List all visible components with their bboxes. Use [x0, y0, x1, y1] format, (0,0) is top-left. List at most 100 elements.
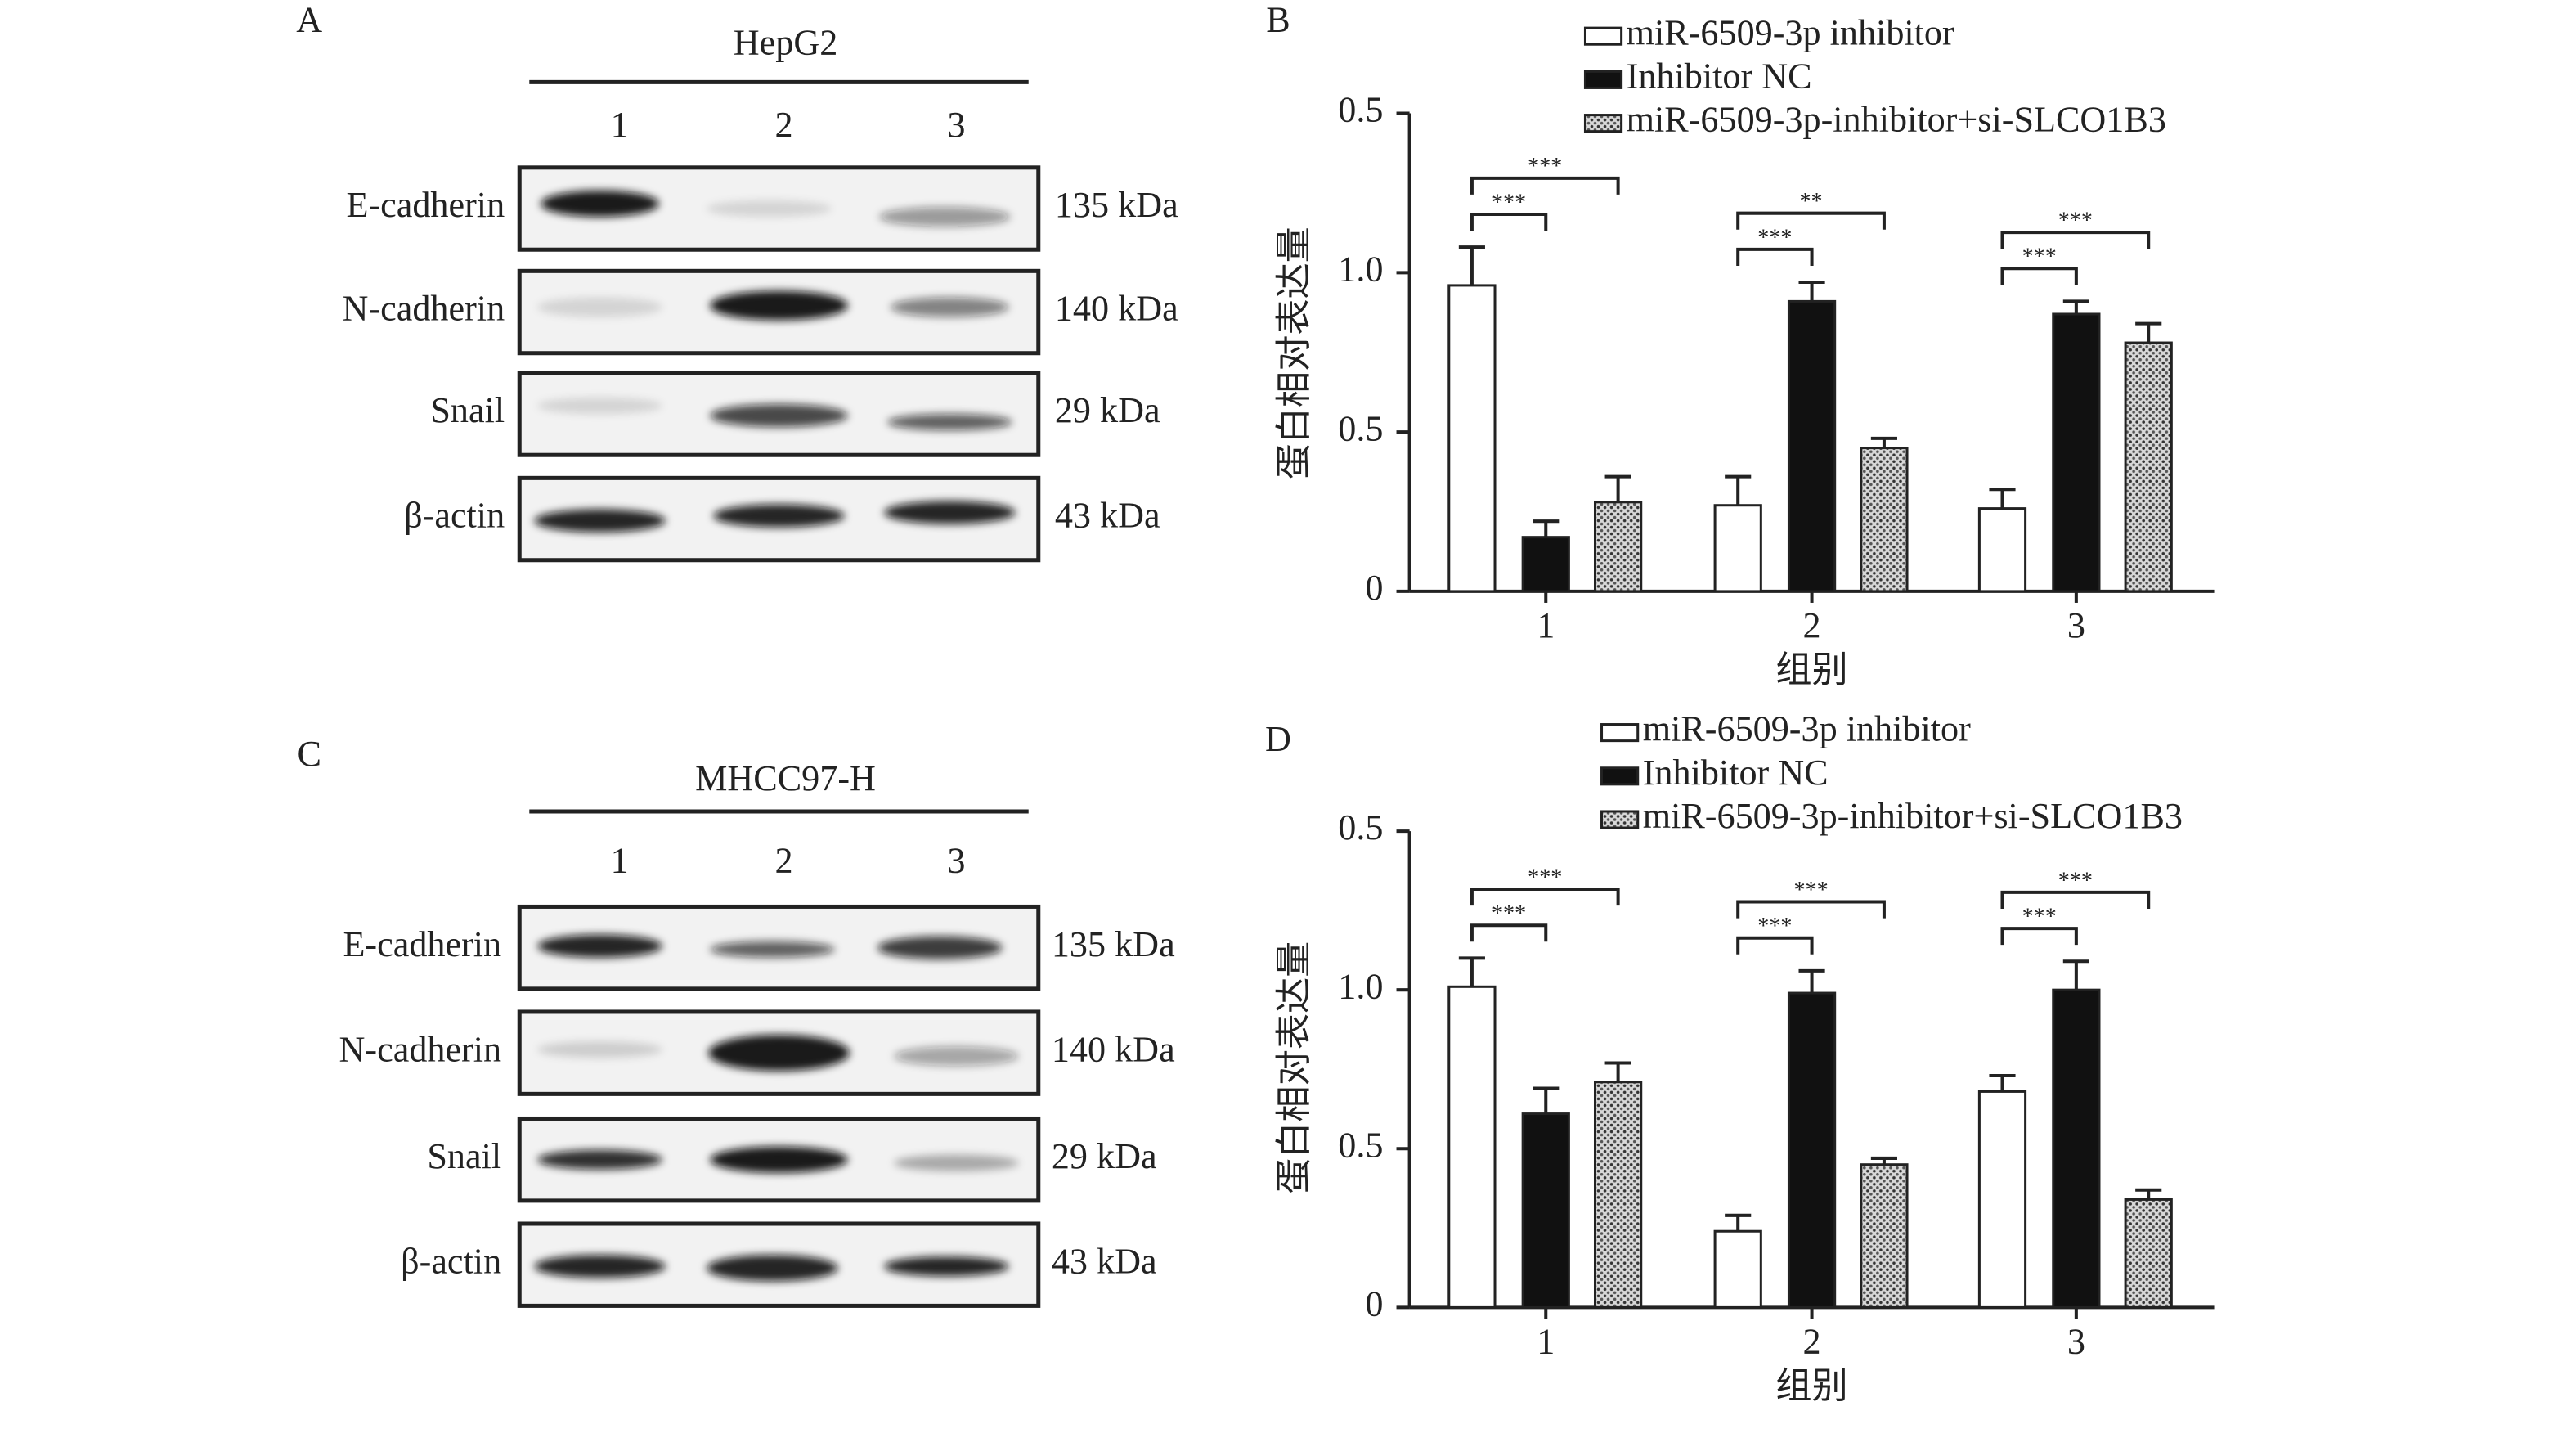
protein-label: β-actin	[401, 1241, 501, 1281]
panel-label: B	[1266, 0, 1290, 39]
bar	[1593, 1081, 1643, 1309]
bar	[1521, 1112, 1570, 1309]
significance-bracket	[1736, 211, 1886, 230]
significance-label: ***	[1757, 225, 1792, 250]
legend-swatch	[1583, 114, 1623, 133]
cell-line-label: HepG2	[734, 22, 838, 62]
legend-swatch	[1600, 766, 1640, 786]
error-bar	[1533, 1086, 1560, 1114]
significance-bracket	[1470, 923, 1548, 942]
error-bar	[1458, 956, 1485, 987]
error-bar	[1798, 281, 1825, 302]
error-bar	[1989, 1073, 2016, 1092]
panel-label: A	[296, 0, 322, 39]
significance-label: ***	[1528, 154, 1562, 179]
y-tick-label: 1.0	[1338, 249, 1383, 289]
significance-label: ***	[1793, 878, 1828, 903]
significance-label: ***	[2058, 868, 2093, 893]
legend-label: miR-6509-3p inhibitor	[1627, 12, 1954, 52]
significance-label: ***	[2022, 245, 2057, 270]
legend-label: Inhibitor NC	[1643, 753, 1829, 793]
legend-label: miR-6509-3p-inhibitor+si-SLCO1B3	[1643, 796, 2183, 836]
y-axis-label: 蛋白相对表达量	[1274, 941, 1314, 1194]
lane-label: 1	[611, 840, 629, 880]
x-axis-label: 组别	[1775, 649, 1847, 690]
x-tick-label: 1	[1537, 605, 1555, 645]
legend-swatch	[1600, 810, 1640, 829]
bar	[2124, 1198, 2173, 1309]
bar	[2052, 312, 2101, 593]
y-tick-label: 0.5	[1338, 1125, 1383, 1165]
lane-label: 2	[774, 105, 792, 145]
error-bar	[1604, 1061, 1631, 1082]
cell-line-label: MHCC97-H	[695, 758, 876, 798]
bar	[1713, 1229, 1762, 1309]
size-label: 135 kDa	[1052, 924, 1175, 964]
bar	[1787, 991, 1837, 1309]
legend-swatch	[1600, 723, 1640, 743]
size-label: 140 kDa	[1052, 1029, 1175, 1069]
significance-bracket	[2000, 890, 2151, 909]
error-bar	[1458, 245, 1485, 285]
y-tick-label: 0	[1365, 1284, 1383, 1324]
bar	[1447, 284, 1497, 593]
significance-label: **	[1800, 189, 1823, 214]
significance-label: ***	[1492, 901, 1526, 927]
y-axis-label: 蛋白相对表达量	[1274, 227, 1314, 479]
error-bar	[2135, 321, 2162, 344]
blot-bands	[534, 190, 1019, 1282]
lane-label: 3	[947, 840, 965, 880]
bar	[1713, 504, 1762, 593]
bar	[1977, 1090, 2027, 1309]
lane-label: 1	[611, 105, 629, 145]
bar	[1447, 985, 1497, 1309]
x-tick-label: 2	[1803, 1322, 1821, 1362]
error-bar	[2062, 299, 2089, 314]
legend-label: Inhibitor NC	[1627, 56, 1812, 97]
size-label: 29 kDa	[1052, 1136, 1157, 1176]
lane-label: 3	[947, 105, 965, 145]
protein-label: E-cadherin	[346, 185, 505, 225]
error-bar	[1989, 488, 2016, 509]
protein-label: N-cadherin	[343, 289, 505, 329]
significance-label: ***	[2022, 904, 2057, 929]
significance-label: ***	[1757, 914, 1792, 939]
significance-bracket	[1470, 888, 1620, 906]
protein-label: β-actin	[404, 496, 505, 536]
significance-label: ***	[1492, 190, 1526, 215]
significance-bracket	[2000, 231, 2151, 249]
y-tick-label: 0.5	[1338, 90, 1383, 130]
error-bar	[1798, 968, 1825, 994]
x-tick-label: 2	[1803, 605, 1821, 645]
significance-bracket	[1470, 213, 1548, 231]
bar	[1521, 536, 1570, 593]
bar	[2052, 988, 2101, 1309]
size-label: 140 kDa	[1055, 289, 1178, 329]
size-label: 43 kDa	[1055, 496, 1160, 536]
error-bar	[1533, 519, 1560, 537]
size-label: 29 kDa	[1055, 390, 1160, 430]
x-tick-label: 3	[2067, 1322, 2085, 1362]
protein-label: Snail	[430, 390, 505, 430]
bar	[1977, 507, 2027, 593]
x-axis-label: 组别	[1775, 1366, 1847, 1406]
bar	[1787, 299, 1837, 593]
panel-label: C	[297, 734, 321, 774]
protein-label: E-cadherin	[343, 924, 501, 964]
error-bar	[1604, 474, 1631, 502]
x-tick-label: 1	[1537, 1322, 1555, 1362]
panel-label: D	[1265, 719, 1291, 759]
bar	[1860, 1163, 1909, 1309]
protein-label: Snail	[427, 1136, 501, 1176]
bar	[1593, 501, 1643, 593]
y-tick-label: 0.5	[1338, 807, 1383, 847]
significance-bracket	[1736, 900, 1886, 919]
legend-swatch	[1583, 26, 1623, 46]
error-bar	[2135, 1188, 2162, 1200]
significance-bracket	[1736, 247, 1814, 266]
bar	[1860, 447, 1909, 593]
legend-swatch	[1583, 70, 1623, 89]
significance-bracket	[2000, 927, 2078, 946]
